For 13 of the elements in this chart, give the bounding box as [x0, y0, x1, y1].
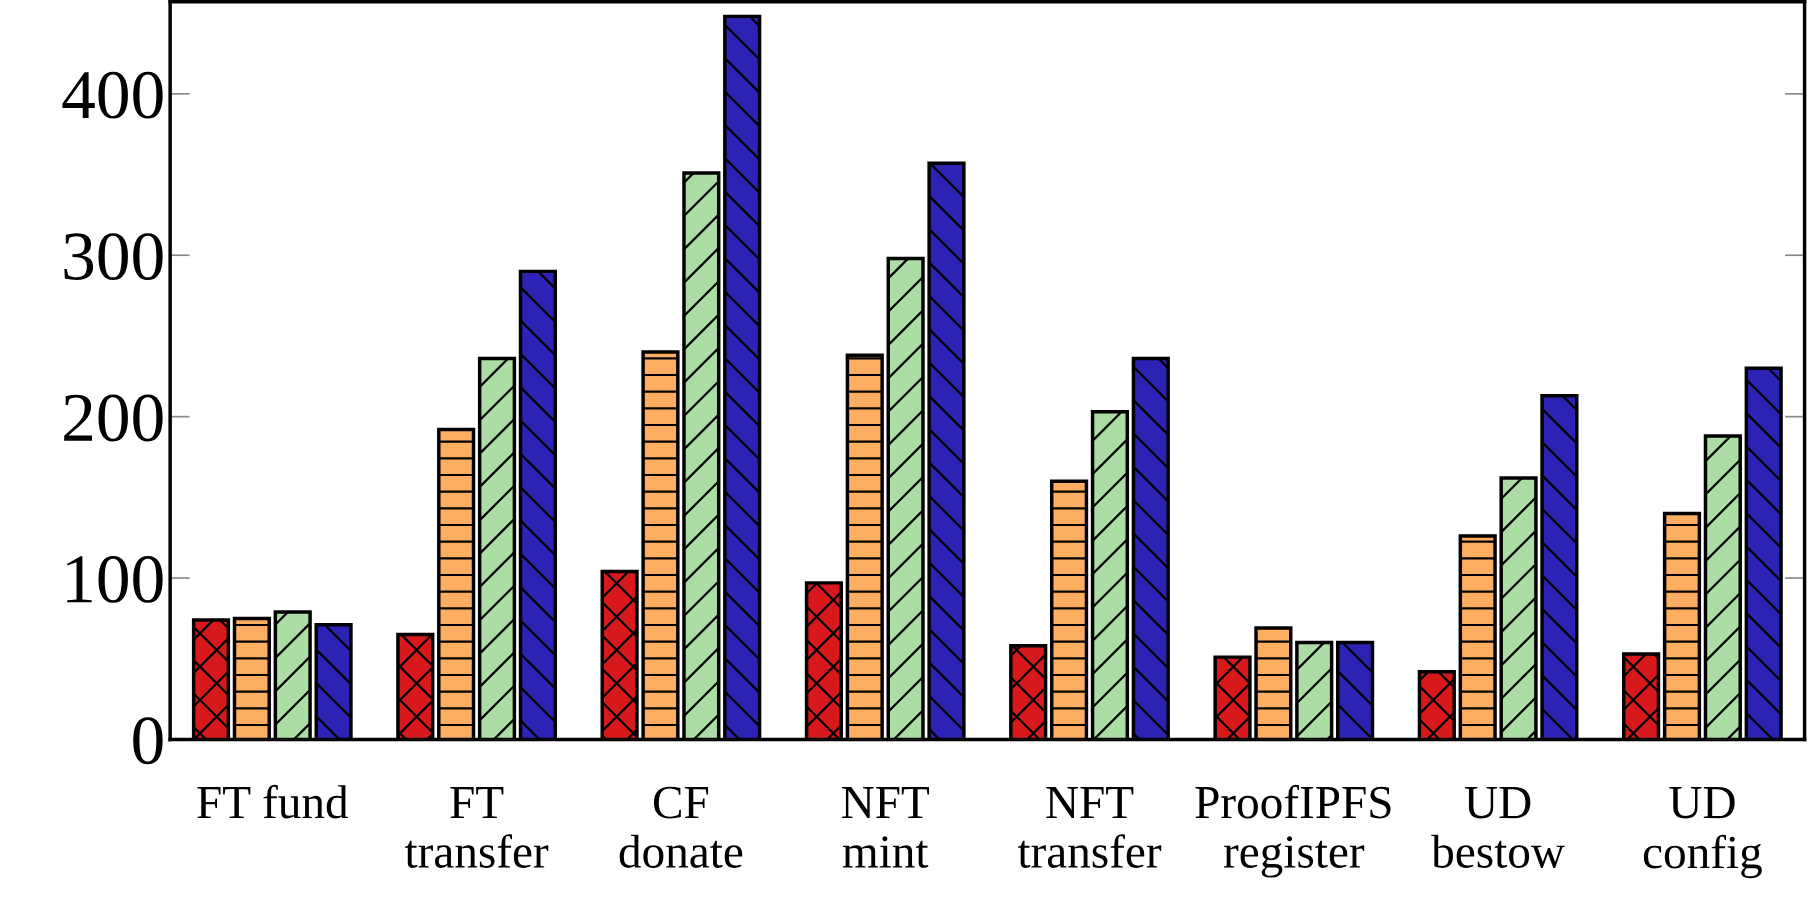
- y-tick-label: 400: [62, 71, 163, 119]
- x-tick-label: CF donate: [619, 786, 743, 868]
- x-tick-label: NFT mint: [841, 787, 930, 868]
- y-tick-label: 300: [64, 233, 163, 281]
- x-tick-label: NFT transfer: [1017, 787, 1162, 868]
- x-tick-label: UD config: [1643, 787, 1762, 879]
- y-tick-label: 100: [67, 555, 163, 603]
- y-tick-label: 0: [133, 717, 163, 765]
- x-tick-label: ProofIPFS register: [1195, 784, 1391, 878]
- x-tick-label: UD bestow: [1431, 787, 1565, 868]
- x-tick-label: FT transfer: [404, 787, 549, 868]
- x-tick-label: FT fund: [197, 784, 349, 819]
- y-tick-label: 200: [64, 394, 163, 442]
